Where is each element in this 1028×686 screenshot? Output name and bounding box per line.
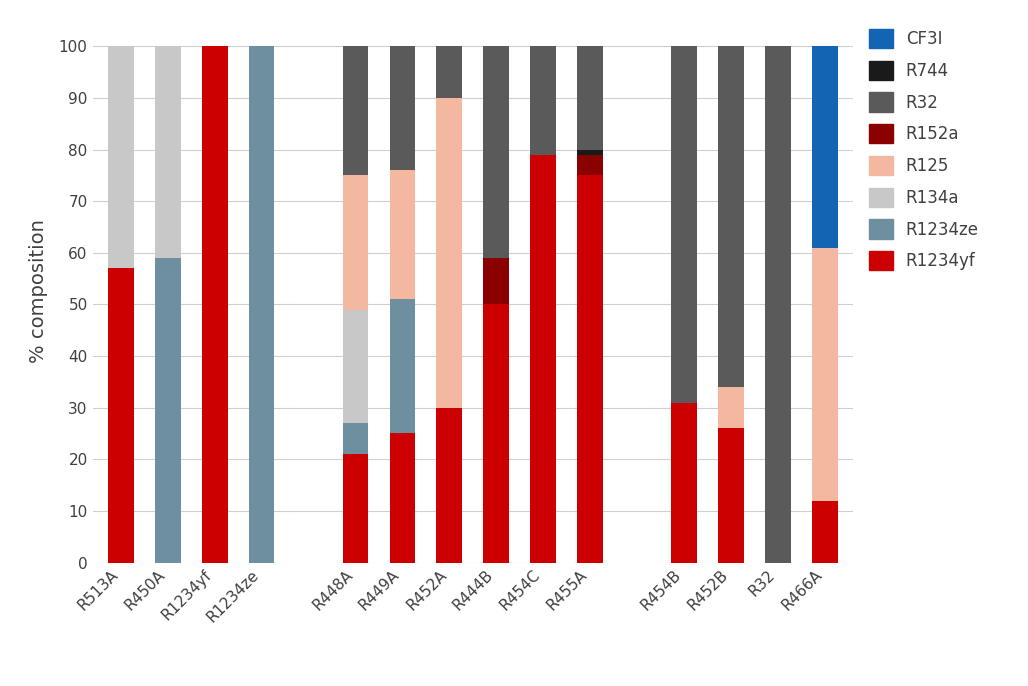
Bar [812, 47, 838, 248]
Bar [578, 150, 603, 155]
Bar [483, 258, 509, 305]
Bar [390, 299, 415, 434]
Bar [342, 47, 368, 176]
Bar [483, 47, 509, 258]
Bar [578, 155, 603, 176]
Bar [390, 434, 415, 563]
Bar [342, 309, 368, 423]
Bar [719, 428, 744, 563]
Bar [155, 47, 181, 258]
Bar [108, 268, 134, 563]
Bar [719, 387, 744, 428]
Bar [390, 47, 415, 170]
Bar [437, 407, 463, 563]
Y-axis label: % composition: % composition [29, 220, 47, 364]
Bar [812, 501, 838, 563]
Bar [530, 47, 556, 155]
Bar [483, 305, 509, 563]
Bar [342, 454, 368, 563]
Bar [342, 423, 368, 454]
Bar [155, 258, 181, 563]
Bar [671, 47, 697, 403]
Bar [530, 155, 556, 563]
Bar [671, 403, 697, 563]
Bar [108, 47, 134, 268]
Bar [249, 47, 274, 563]
Bar [812, 248, 838, 501]
Legend: CF3I, R744, R32, R152a, R125, R134a, R1234ze, R1234yf: CF3I, R744, R32, R152a, R125, R134a, R12… [870, 29, 979, 270]
Bar [201, 47, 227, 563]
Bar [578, 47, 603, 150]
Bar [719, 47, 744, 387]
Bar [437, 98, 463, 407]
Bar [437, 47, 463, 98]
Bar [390, 170, 415, 299]
Bar [765, 47, 791, 563]
Bar [342, 176, 368, 309]
Bar [578, 176, 603, 563]
